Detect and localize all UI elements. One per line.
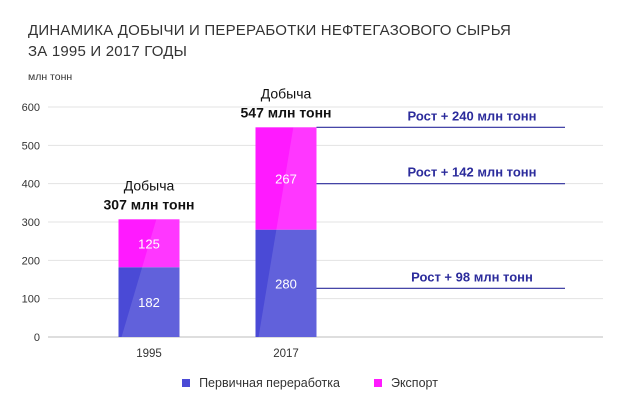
x-tick-label: 2017 [273,348,299,360]
bar-highlight [258,127,317,337]
bar-segment-export-2017 [255,127,317,230]
total-label-line-1: Добыча [261,85,312,101]
y-axis-label: млн тонн [28,71,72,83]
legend-label-primary-processing: Первичная переработка [199,376,340,390]
data-label: 280 [275,276,297,291]
bar-stack-2017 [255,127,317,337]
data-label: 125 [138,236,160,251]
total-label-line-2: 547 млн тонн [241,104,332,120]
legend-swatch-primary-processing [182,379,191,387]
legend-swatch-export [373,379,382,387]
chart-title-line-1: ДИНАМИКА ДОБЫЧИ И ПЕРЕРАБОТКИ НЕФТЕГАЗОВ… [28,22,512,39]
bar-segment-primary-processing-1995 [118,267,180,337]
data-label: 182 [138,295,160,310]
legend: Первичная переработка Экспорт [0,376,620,390]
chart-title: ДИНАМИКА ДОБЫЧИ И ПЕРЕРАБОТКИ НЕФТЕГАЗОВ… [28,20,588,62]
legend-item-export: Экспорт [373,376,438,390]
chart-title-line-2: ЗА 1995 И 2017 ГОДЫ [28,43,188,60]
total-label-line-1: Добыча [124,177,175,193]
legend-item-primary-processing: Первичная переработка [182,376,340,390]
y-tick-label: 400 [22,179,40,191]
legend-label-export: Экспорт [390,376,438,390]
bar-segment-export-1995 [118,219,180,268]
bar-segment-primary-processing-2017 [255,229,317,337]
x-tick-label: 1995 [136,348,162,360]
bar-highlight [121,219,180,337]
bar-stack-1995 [118,219,180,337]
growth-annotation-label: Рост + 98 млн тонн [411,269,533,284]
growth-annotation-label: Рост + 142 млн тонн [407,165,536,180]
y-tick-label: 200 [22,255,40,267]
y-tick-label: 500 [22,140,40,152]
y-tick-label: 100 [22,294,40,306]
growth-annotation-label: Рост + 240 млн тонн [407,108,536,123]
total-label-line-2: 307 млн тонн [104,196,195,212]
y-tick-label: 0 [34,332,40,344]
y-tick-label: 600 [22,102,40,114]
data-label: 267 [275,171,297,186]
y-tick-label: 300 [22,217,40,229]
